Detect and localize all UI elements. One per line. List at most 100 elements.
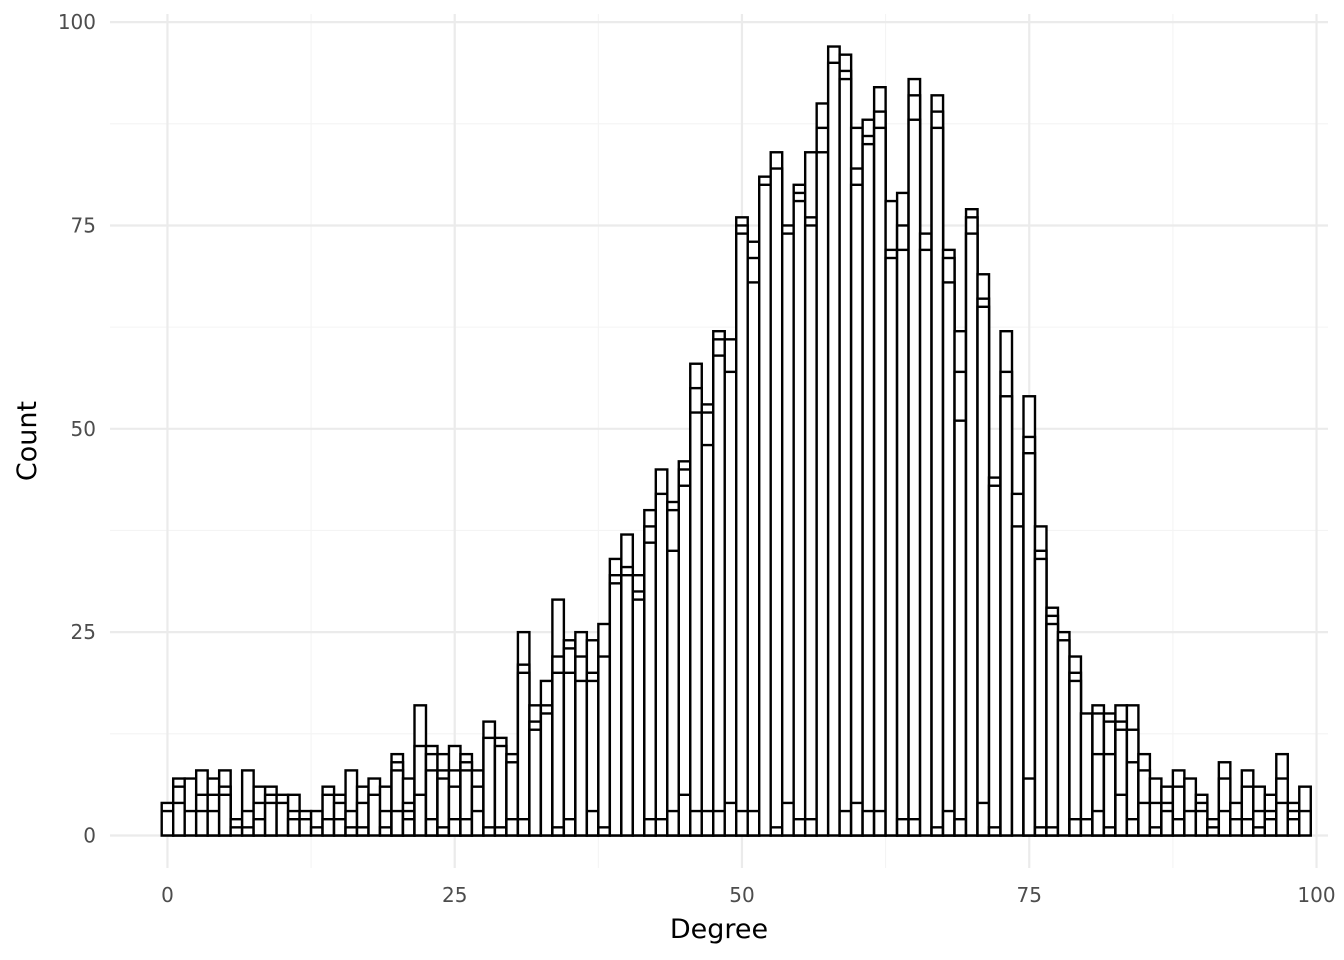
histogram-bar: [643, 818, 658, 837]
histogram-bar: [355, 826, 370, 837]
histogram-bar: [643, 541, 658, 837]
y-tick-label: 50: [71, 417, 96, 441]
histogram-bar: [631, 598, 646, 837]
x-axis-title: Degree: [670, 914, 768, 945]
histogram-bar: [953, 818, 968, 837]
histogram-bar: [1068, 818, 1083, 837]
histogram-bar: [1252, 826, 1267, 837]
histogram-bar: [1033, 557, 1048, 837]
histogram-bar: [597, 826, 612, 837]
histogram-bar: [677, 484, 692, 837]
histogram-bar: [735, 232, 749, 837]
histogram-bar: [1125, 818, 1140, 837]
histogram-bar: [964, 232, 979, 837]
histogram-bar: [987, 484, 1002, 837]
histogram-bar: [872, 126, 887, 837]
y-axis-tick-labels: 0 25 50 75 100: [58, 10, 96, 847]
histogram-bar: [723, 801, 738, 837]
histogram-bar: [1102, 752, 1117, 837]
histogram-bar: [516, 671, 531, 837]
histogram-bar: [838, 77, 853, 837]
histogram-bar: [1286, 818, 1301, 837]
histogram-bar: [309, 826, 324, 837]
histogram-bar: [712, 809, 726, 837]
histogram-bar: [1010, 525, 1025, 837]
histogram-bar: [1056, 639, 1071, 837]
y-tick-label: 100: [58, 10, 96, 34]
histogram-bar: [378, 826, 393, 837]
histogram-bar: [459, 818, 474, 837]
histogram-bar: [493, 744, 508, 837]
histogram-bar: [918, 248, 933, 837]
histogram-bar: [700, 809, 715, 837]
histogram-bar: [620, 574, 635, 837]
histogram-bar: [229, 826, 244, 837]
histogram-bar: [769, 167, 784, 837]
histogram-bar: [1240, 818, 1255, 837]
histogram-bars: [160, 45, 1312, 837]
histogram-bar: [654, 818, 669, 837]
histogram-bar: [286, 818, 301, 837]
histogram-bar: [194, 809, 209, 837]
histogram-bar: [183, 809, 198, 837]
histogram-bar: [482, 736, 497, 837]
histogram-bar: [390, 809, 405, 837]
histogram-bar: [723, 370, 738, 837]
histogram-bar: [930, 826, 945, 837]
x-tick-label: 25: [442, 883, 467, 907]
histogram-bar: [861, 809, 876, 837]
histogram-bar: [1045, 622, 1060, 837]
histogram-bar: [332, 818, 347, 837]
histogram-bar: [413, 793, 428, 837]
histogram-bar: [344, 826, 359, 837]
histogram-bar: [252, 818, 267, 837]
histogram-bar: [505, 818, 520, 837]
x-tick-label: 100: [1297, 883, 1335, 907]
histogram-bar: [240, 826, 255, 837]
histogram-bar: [930, 126, 945, 837]
histogram-bar: [1079, 818, 1094, 837]
histogram-bar: [493, 826, 508, 837]
histogram-bar: [516, 818, 531, 837]
histogram-bar: [1068, 679, 1083, 837]
histogram-bar: [941, 809, 956, 837]
histogram-bar: [849, 801, 864, 837]
histogram-bar: [689, 809, 703, 837]
histogram-bar: [999, 395, 1014, 837]
histogram-bar: [826, 61, 841, 837]
histogram-bar: [401, 818, 416, 837]
histogram-bar: [574, 679, 589, 837]
x-tick-label: 50: [729, 883, 754, 907]
histogram-bar: [689, 411, 703, 837]
histogram-bar: [735, 809, 749, 837]
histogram-bar: [838, 809, 853, 837]
histogram-bar: [666, 549, 680, 837]
histogram-bar: [1194, 809, 1209, 837]
histogram-bar: [1022, 777, 1037, 837]
histogram-bar: [654, 492, 669, 837]
histogram-bar: [470, 809, 485, 837]
histogram-bar: [861, 142, 876, 837]
histogram-bar: [1148, 826, 1163, 837]
histogram-bar: [700, 443, 715, 837]
histogram-bar: [987, 826, 1002, 837]
histogram-bar: [171, 801, 186, 837]
histogram-bar: [895, 818, 910, 837]
histogram-bar: [1102, 826, 1117, 837]
histogram-bar: [539, 712, 554, 837]
histogram-bar: [424, 818, 439, 837]
histogram-bar: [712, 354, 726, 837]
histogram-bar: [907, 818, 922, 837]
y-tick-label: 25: [71, 620, 96, 644]
histogram-bar: [206, 809, 221, 837]
histogram-bar: [1298, 809, 1312, 837]
histogram-bar: [803, 818, 818, 837]
histogram-bar: [551, 826, 566, 837]
histogram-bar: [941, 281, 956, 837]
histogram-bar: [367, 793, 382, 837]
histogram-bar: [217, 793, 232, 837]
histogram-bar: [321, 818, 336, 837]
histogram-bar: [482, 826, 497, 837]
histogram-bar: [298, 818, 313, 837]
